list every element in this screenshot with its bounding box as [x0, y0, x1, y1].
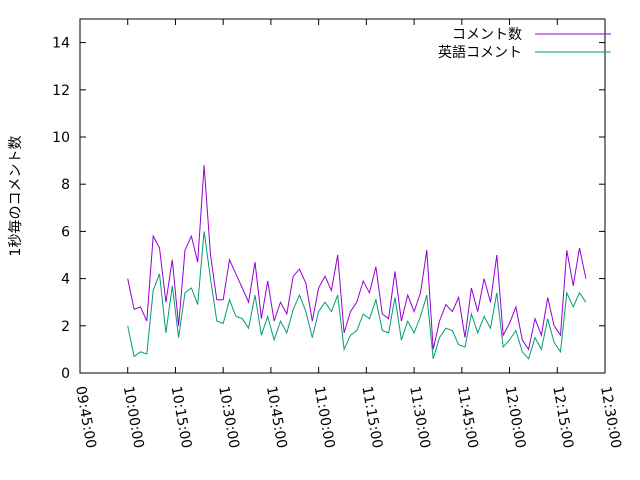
x-tick-label: 10:30:00 — [215, 385, 242, 450]
y-axis-label: 1秒毎のコメント数 — [8, 136, 24, 257]
legend-label: コメント数 — [452, 27, 522, 43]
x-tick-label: 09:45:00 — [72, 385, 99, 450]
y-tick-label: 2 — [61, 319, 70, 335]
x-tick-label: 11:15:00 — [358, 385, 385, 450]
x-tick-label: 12:00:00 — [502, 385, 529, 450]
y-tick-label: 6 — [61, 224, 70, 240]
x-tick-label: 10:15:00 — [168, 385, 195, 450]
x-tick-label: 12:30:00 — [597, 385, 624, 450]
x-tick-label: 11:45:00 — [454, 385, 481, 450]
plot-border — [79, 18, 606, 374]
y-tick-label: 0 — [61, 366, 70, 382]
x-tick-label: 11:00:00 — [311, 385, 338, 450]
x-tick-label: 10:00:00 — [120, 385, 147, 450]
x-tick-label: 11:30:00 — [406, 385, 433, 450]
y-tick-label: 4 — [61, 272, 70, 288]
series-line — [127, 231, 587, 360]
legend-label: 英語コメント — [438, 44, 522, 61]
y-tick-label: 12 — [52, 83, 70, 99]
y-tick-label: 8 — [61, 177, 70, 193]
x-tick-label: 10:45:00 — [263, 385, 290, 450]
x-tick-label: 12:15:00 — [549, 385, 576, 450]
y-tick-label: 10 — [52, 130, 70, 146]
series-line — [127, 165, 587, 351]
y-tick-label: 14 — [52, 36, 70, 52]
